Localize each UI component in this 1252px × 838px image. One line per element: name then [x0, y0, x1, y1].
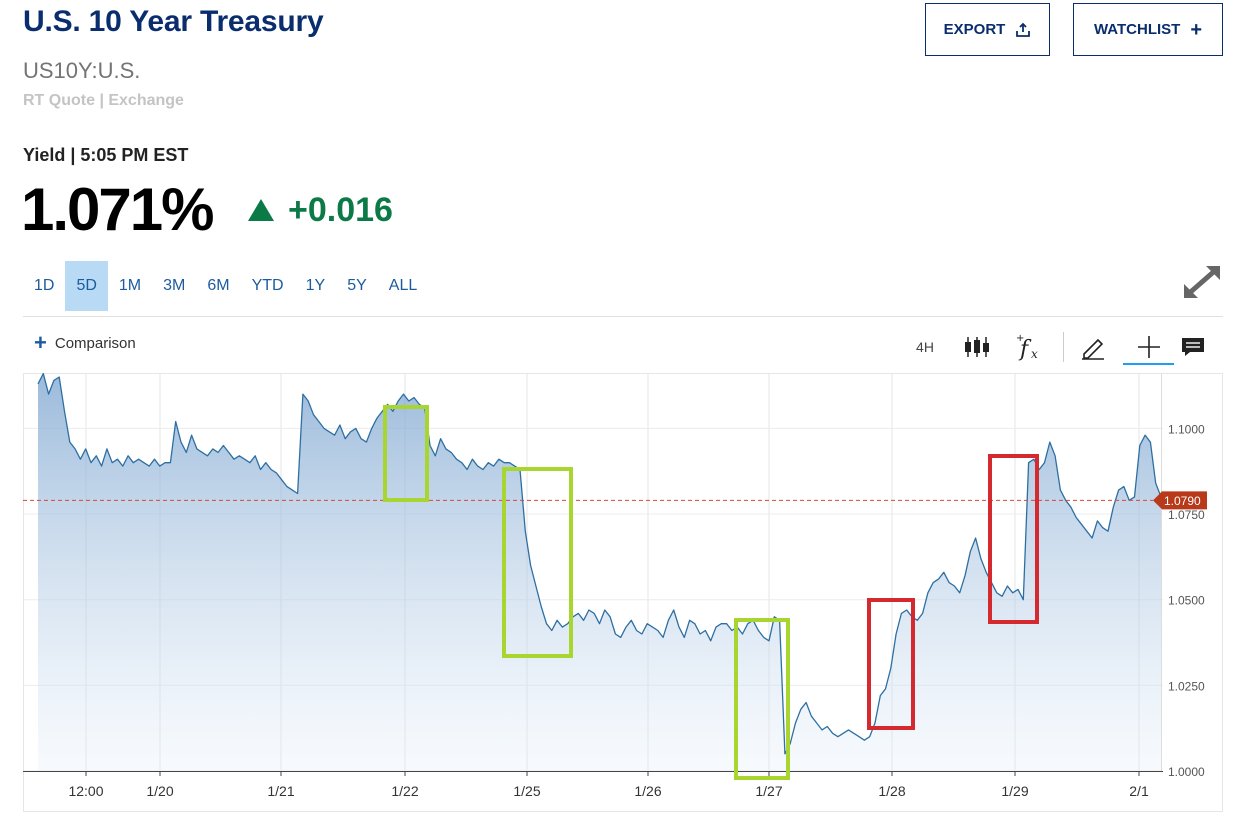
price-chart[interactable]: 1.1000 1.0750 1.0500 1.0250 1.0000 12:00 1/20 1… — [23, 373, 1223, 813]
ticker-symbol: US10Y:U.S. — [23, 58, 141, 83]
x-tick-label: 1/22 — [391, 783, 418, 799]
candlestick-icon[interactable] — [960, 330, 994, 364]
x-tick-label: 1/26 — [634, 783, 661, 799]
highlight-box — [867, 598, 915, 730]
x-tick-label: 1/27 — [755, 783, 782, 799]
x-tick-label: 1/20 — [146, 783, 173, 799]
divider — [23, 316, 1223, 317]
export-button[interactable]: EXPORT — [925, 3, 1050, 56]
price-change: +0.016 — [248, 190, 393, 230]
crosshair-icon[interactable] — [1124, 330, 1174, 364]
y-tick-label: 1.0750 — [1168, 508, 1205, 522]
x-tick-label: 1/28 — [878, 783, 905, 799]
highlight-box — [502, 467, 573, 658]
share-icon — [1016, 22, 1031, 37]
range-5y[interactable]: 5Y — [347, 277, 367, 294]
range-1y[interactable]: 1Y — [305, 277, 326, 294]
range-selector: 1D 5D 1M 3M 6M YTD 1Y 5Y ALL — [23, 261, 428, 311]
page-title: U.S. 10 Year Treasury — [23, 5, 324, 38]
active-tool-indicator — [1123, 363, 1174, 365]
y-tick-label: 1.0000 — [1168, 765, 1205, 779]
expand-icon[interactable] — [1178, 260, 1226, 304]
svg-text:x: x — [1031, 347, 1038, 361]
interval-4h[interactable]: 4H — [916, 339, 934, 355]
range-3m[interactable]: 3M — [163, 277, 186, 294]
last-price-tag — [1153, 491, 1207, 510]
up-arrow-icon — [248, 199, 274, 221]
y-tick-label: 1.0500 — [1168, 594, 1205, 608]
fx-studies-icon[interactable]: + f x — [1012, 330, 1046, 364]
yield-timestamp: Yield | 5:05 PM EST — [23, 145, 189, 165]
range-all[interactable]: ALL — [388, 277, 418, 294]
svg-text:f: f — [1018, 337, 1032, 362]
x-tick-label: 1/25 — [513, 783, 540, 799]
range-6m[interactable]: 6M — [207, 277, 230, 294]
highlight-box — [988, 454, 1039, 624]
comparison-button[interactable]: + Comparison — [34, 330, 136, 355]
export-label: EXPORT — [943, 21, 1006, 38]
range-1d[interactable]: 1D — [34, 277, 55, 294]
change-value: +0.016 — [288, 191, 393, 229]
watchlist-button[interactable]: WATCHLIST + — [1073, 3, 1223, 56]
y-tick-label: 1.0250 — [1168, 679, 1205, 693]
x-tick-label: 2/1 — [1129, 783, 1149, 799]
comparison-label: Comparison — [54, 334, 136, 352]
y-tick-label: 1.1000 — [1168, 422, 1205, 436]
last-price: 1.071% — [21, 176, 214, 243]
range-1m[interactable]: 1M — [118, 277, 142, 294]
x-tick-label: 12:00 — [68, 783, 103, 799]
series-area — [38, 373, 1161, 771]
quote-source: RT Quote | Exchange — [23, 92, 184, 109]
x-tick-label: 1/29 — [1001, 783, 1028, 799]
series-line — [37, 373, 1162, 755]
svg-text:+: + — [1016, 333, 1024, 344]
range-ytd[interactable]: YTD — [251, 277, 284, 294]
watchlist-label: WATCHLIST — [1093, 21, 1181, 38]
plus-icon: + — [34, 330, 47, 355]
toolbar-divider — [1063, 332, 1064, 362]
range-5d[interactable]: 5D — [65, 261, 108, 311]
x-tick-label: 1/21 — [267, 783, 294, 799]
comment-icon[interactable] — [1176, 330, 1210, 364]
highlight-box — [383, 405, 429, 502]
plus-icon: + — [1190, 18, 1203, 41]
chart-canvas[interactable]: 1.1000 1.0750 1.0500 1.0250 1.0000 12:00 1/20 1… — [23, 373, 1223, 813]
last-price-label: 1.0790 — [1164, 494, 1201, 508]
highlight-box — [734, 618, 790, 780]
draw-pencil-icon[interactable] — [1076, 330, 1110, 364]
